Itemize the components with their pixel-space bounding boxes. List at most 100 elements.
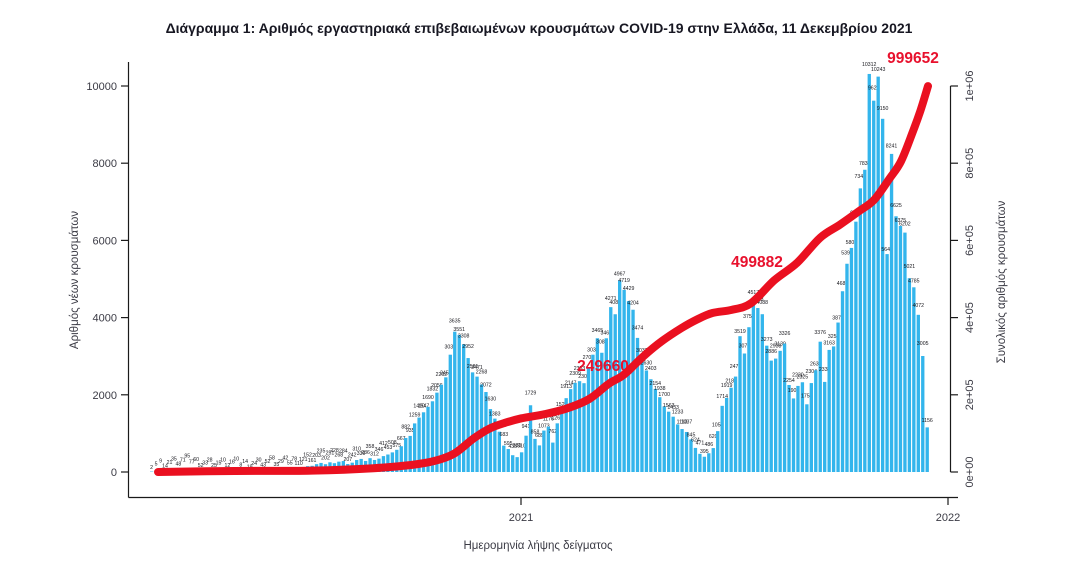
bar-value-label: 3551 bbox=[453, 327, 465, 333]
bar bbox=[716, 431, 720, 472]
bar-value-label: 4271 bbox=[605, 296, 617, 302]
bar-value-label: 2702 bbox=[583, 355, 595, 361]
bar-value-label: 4785 bbox=[908, 279, 920, 285]
bar bbox=[876, 76, 880, 473]
bar-value-label: 43 bbox=[260, 463, 266, 469]
bar bbox=[921, 356, 925, 472]
bar bbox=[609, 307, 613, 472]
bar bbox=[421, 412, 426, 472]
bar bbox=[814, 370, 818, 472]
bar bbox=[769, 360, 773, 472]
bar bbox=[412, 423, 417, 472]
bar-value-label: 2952 bbox=[462, 344, 474, 350]
bar-value-label: 1233 bbox=[672, 409, 684, 415]
bar bbox=[537, 445, 542, 472]
bar-value-label: 1938 bbox=[654, 386, 666, 392]
bar-value-label: 228 bbox=[330, 448, 339, 454]
bar-value-label: 4072 bbox=[913, 303, 925, 309]
bar-value-label: 2 bbox=[150, 465, 153, 471]
bar-value-label: 121 bbox=[299, 457, 308, 463]
bar-value-label: 3005 bbox=[917, 341, 929, 347]
bar-value-label: 2334 bbox=[819, 367, 831, 373]
bar-value-label: 689 bbox=[535, 433, 544, 439]
bar-value-label: 1754 bbox=[801, 393, 813, 399]
bar-value-label: 30 bbox=[256, 457, 262, 463]
bar bbox=[854, 221, 858, 472]
bar bbox=[515, 457, 519, 472]
bar bbox=[867, 73, 871, 473]
bar-value-label: 4517 bbox=[748, 290, 760, 296]
bar bbox=[774, 358, 778, 472]
bar bbox=[390, 452, 395, 472]
y-axis-right-tick-label: 2e+05 bbox=[964, 379, 976, 410]
bar bbox=[872, 100, 876, 473]
bar-value-label: 486 bbox=[704, 442, 713, 448]
bar-value-label: 60 bbox=[193, 457, 199, 463]
bar bbox=[626, 301, 631, 472]
bar-value-label: 1037 bbox=[681, 419, 693, 425]
bar-value-label: 935 bbox=[406, 428, 415, 434]
bar bbox=[903, 232, 907, 472]
bar-value-label: 4429 bbox=[623, 286, 635, 292]
bar-value-label: 1259 bbox=[409, 412, 421, 418]
bar-value-label: 762 bbox=[548, 429, 557, 435]
bar-value-label: 1433 bbox=[667, 405, 679, 411]
y-axis-left-tick-label: 10000 bbox=[86, 81, 117, 93]
bar bbox=[720, 405, 724, 472]
bar bbox=[827, 349, 831, 472]
bar-value-label: 358 bbox=[366, 444, 375, 450]
bar-value-label: 683 bbox=[499, 432, 508, 438]
bar bbox=[533, 438, 537, 472]
bar bbox=[667, 411, 671, 472]
bar bbox=[658, 397, 662, 472]
cumulative-annotation: 999652 bbox=[887, 50, 939, 67]
bar bbox=[600, 352, 604, 472]
bar-value-label: 55 bbox=[287, 461, 293, 467]
y-axis-left-tick-label: 8000 bbox=[93, 158, 117, 170]
bar-value-label: 2452 bbox=[440, 370, 452, 376]
bar bbox=[649, 379, 653, 472]
bar bbox=[898, 225, 903, 472]
bar-value-label: 42 bbox=[283, 455, 289, 461]
bar bbox=[444, 377, 448, 472]
bar-value-label: 78 bbox=[291, 456, 297, 462]
bar-value-label: 110 bbox=[295, 461, 303, 467]
x-axis-title: Ημερομηνία λήψης δείγματος bbox=[463, 540, 613, 552]
y-axis-right-tick-label: 0e+00 bbox=[964, 457, 976, 488]
bar-value-label: 10 bbox=[220, 457, 226, 463]
y-axis-left-tick-label: 0 bbox=[111, 467, 117, 479]
bar-value-label: 152 bbox=[303, 453, 312, 459]
bar-value-label: 2938 bbox=[770, 344, 782, 350]
bar-value-label: 24 bbox=[251, 461, 257, 467]
bar-value-label: 2630 bbox=[641, 360, 653, 366]
bar bbox=[675, 424, 680, 472]
bar-value-label: 1547 bbox=[418, 404, 430, 410]
bar-value-label: 2636 bbox=[810, 362, 822, 368]
bar bbox=[702, 456, 707, 472]
bar-value-label: 29 bbox=[278, 459, 284, 465]
bar bbox=[404, 437, 408, 472]
bar-value-label: 3635 bbox=[449, 318, 461, 324]
bar bbox=[880, 118, 885, 472]
bar bbox=[845, 263, 849, 472]
bar-value-label: 10243 bbox=[871, 67, 886, 73]
bar bbox=[858, 188, 863, 472]
bar-value-label: 58 bbox=[269, 456, 275, 462]
bar-value-label: 6375 bbox=[895, 218, 907, 224]
bar-value-label: 620 bbox=[709, 434, 718, 440]
bar-value-label: 2230 bbox=[792, 373, 804, 379]
bar-value-label: 312 bbox=[370, 451, 379, 457]
bar bbox=[524, 435, 528, 472]
bar-value-label: 7830 bbox=[859, 161, 871, 167]
bar bbox=[493, 418, 497, 472]
bar-value-label: 508 bbox=[388, 440, 397, 446]
bar-value-label: 1630 bbox=[485, 397, 497, 403]
bar-value-label: 25 bbox=[211, 463, 217, 469]
bar bbox=[849, 247, 854, 472]
bar bbox=[448, 354, 452, 472]
bar-value-label: 1176 bbox=[543, 416, 554, 422]
bar bbox=[724, 397, 729, 472]
bar bbox=[502, 445, 506, 472]
bar-value-label: 7348 bbox=[855, 174, 867, 180]
bar-value-label: 1700 bbox=[658, 392, 670, 398]
